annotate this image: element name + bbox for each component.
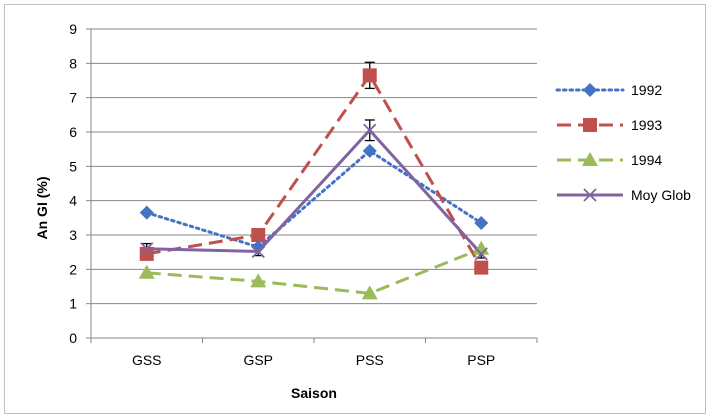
x-tick-label: GSP xyxy=(243,352,273,368)
point-moy-glob xyxy=(251,244,265,259)
series-line-moy-glob xyxy=(146,128,483,255)
legend-label: Moy Glob xyxy=(631,187,691,203)
x-tick-label: PSP xyxy=(467,352,495,368)
point-1992 xyxy=(251,240,266,255)
legend-marker xyxy=(583,118,597,132)
legend-item-1994: 1994 xyxy=(557,152,662,168)
x-tick-label: GSS xyxy=(132,352,162,368)
y-tick-label: 3 xyxy=(69,227,77,243)
legend-marker xyxy=(583,188,597,202)
chart-frame: 0 1 2 3 4 5 6 7 8 9 GSS GSP PSS PSP An GI (%) Saison… xyxy=(4,4,706,414)
series-line-1993 xyxy=(146,72,483,269)
y-tick-label: 8 xyxy=(69,55,77,71)
series-line-1992 xyxy=(145,149,483,249)
y-tick-label: 9 xyxy=(69,21,77,37)
y-tick-label: 6 xyxy=(69,124,77,140)
y-tick-label: 5 xyxy=(69,158,77,174)
legend-item-1992: 1992 xyxy=(555,82,662,98)
y-tick-label: 0 xyxy=(69,330,77,346)
legend-item-1993: 1993 xyxy=(557,117,662,133)
x-tick-label: PSS xyxy=(356,352,384,368)
y-tick-label: 7 xyxy=(69,90,77,106)
series-line-1994 xyxy=(146,247,482,295)
error-bars xyxy=(141,61,487,273)
axes xyxy=(90,29,538,343)
point-moy-glob xyxy=(363,123,377,137)
y-tick-label: 2 xyxy=(69,261,77,277)
legend-marker xyxy=(583,83,597,97)
legend-label: 1992 xyxy=(631,82,662,98)
point-1994 xyxy=(250,273,267,288)
point-moy-glob xyxy=(474,247,488,261)
point-1994 xyxy=(361,285,378,300)
grid-lines xyxy=(86,28,537,339)
legend-label: 1994 xyxy=(631,152,662,168)
x-axis-title: Saison xyxy=(291,385,337,401)
legend-item-moy-glob: Moy Glob xyxy=(557,187,691,203)
point-1993 xyxy=(251,228,266,242)
legend: 1992 1993 1994 Moy Glob xyxy=(555,82,691,203)
y-tick-labels: 0 1 2 3 4 5 6 7 8 9 xyxy=(69,21,77,346)
point-1992 xyxy=(139,205,154,220)
y-tick-label: 1 xyxy=(69,296,77,312)
line-chart: 0 1 2 3 4 5 6 7 8 9 GSS GSP PSS PSP An GI (%) Saison… xyxy=(34,21,691,401)
point-1993 xyxy=(139,246,154,261)
point-1992 xyxy=(474,215,489,230)
y-axis-title: An GI (%) xyxy=(34,177,50,240)
point-1992 xyxy=(362,143,377,158)
point-1994 xyxy=(138,264,155,279)
x-tick-labels: GSS GSP PSS PSP xyxy=(132,352,495,368)
legend-label: 1993 xyxy=(631,117,662,133)
point-moy-glob xyxy=(140,242,154,256)
series-lines xyxy=(145,72,483,295)
point-1993 xyxy=(362,68,377,83)
point-1994 xyxy=(473,240,490,255)
point-1993 xyxy=(474,260,489,275)
y-tick-label: 4 xyxy=(69,193,77,209)
legend-marker xyxy=(582,152,598,166)
series-markers xyxy=(138,68,490,300)
